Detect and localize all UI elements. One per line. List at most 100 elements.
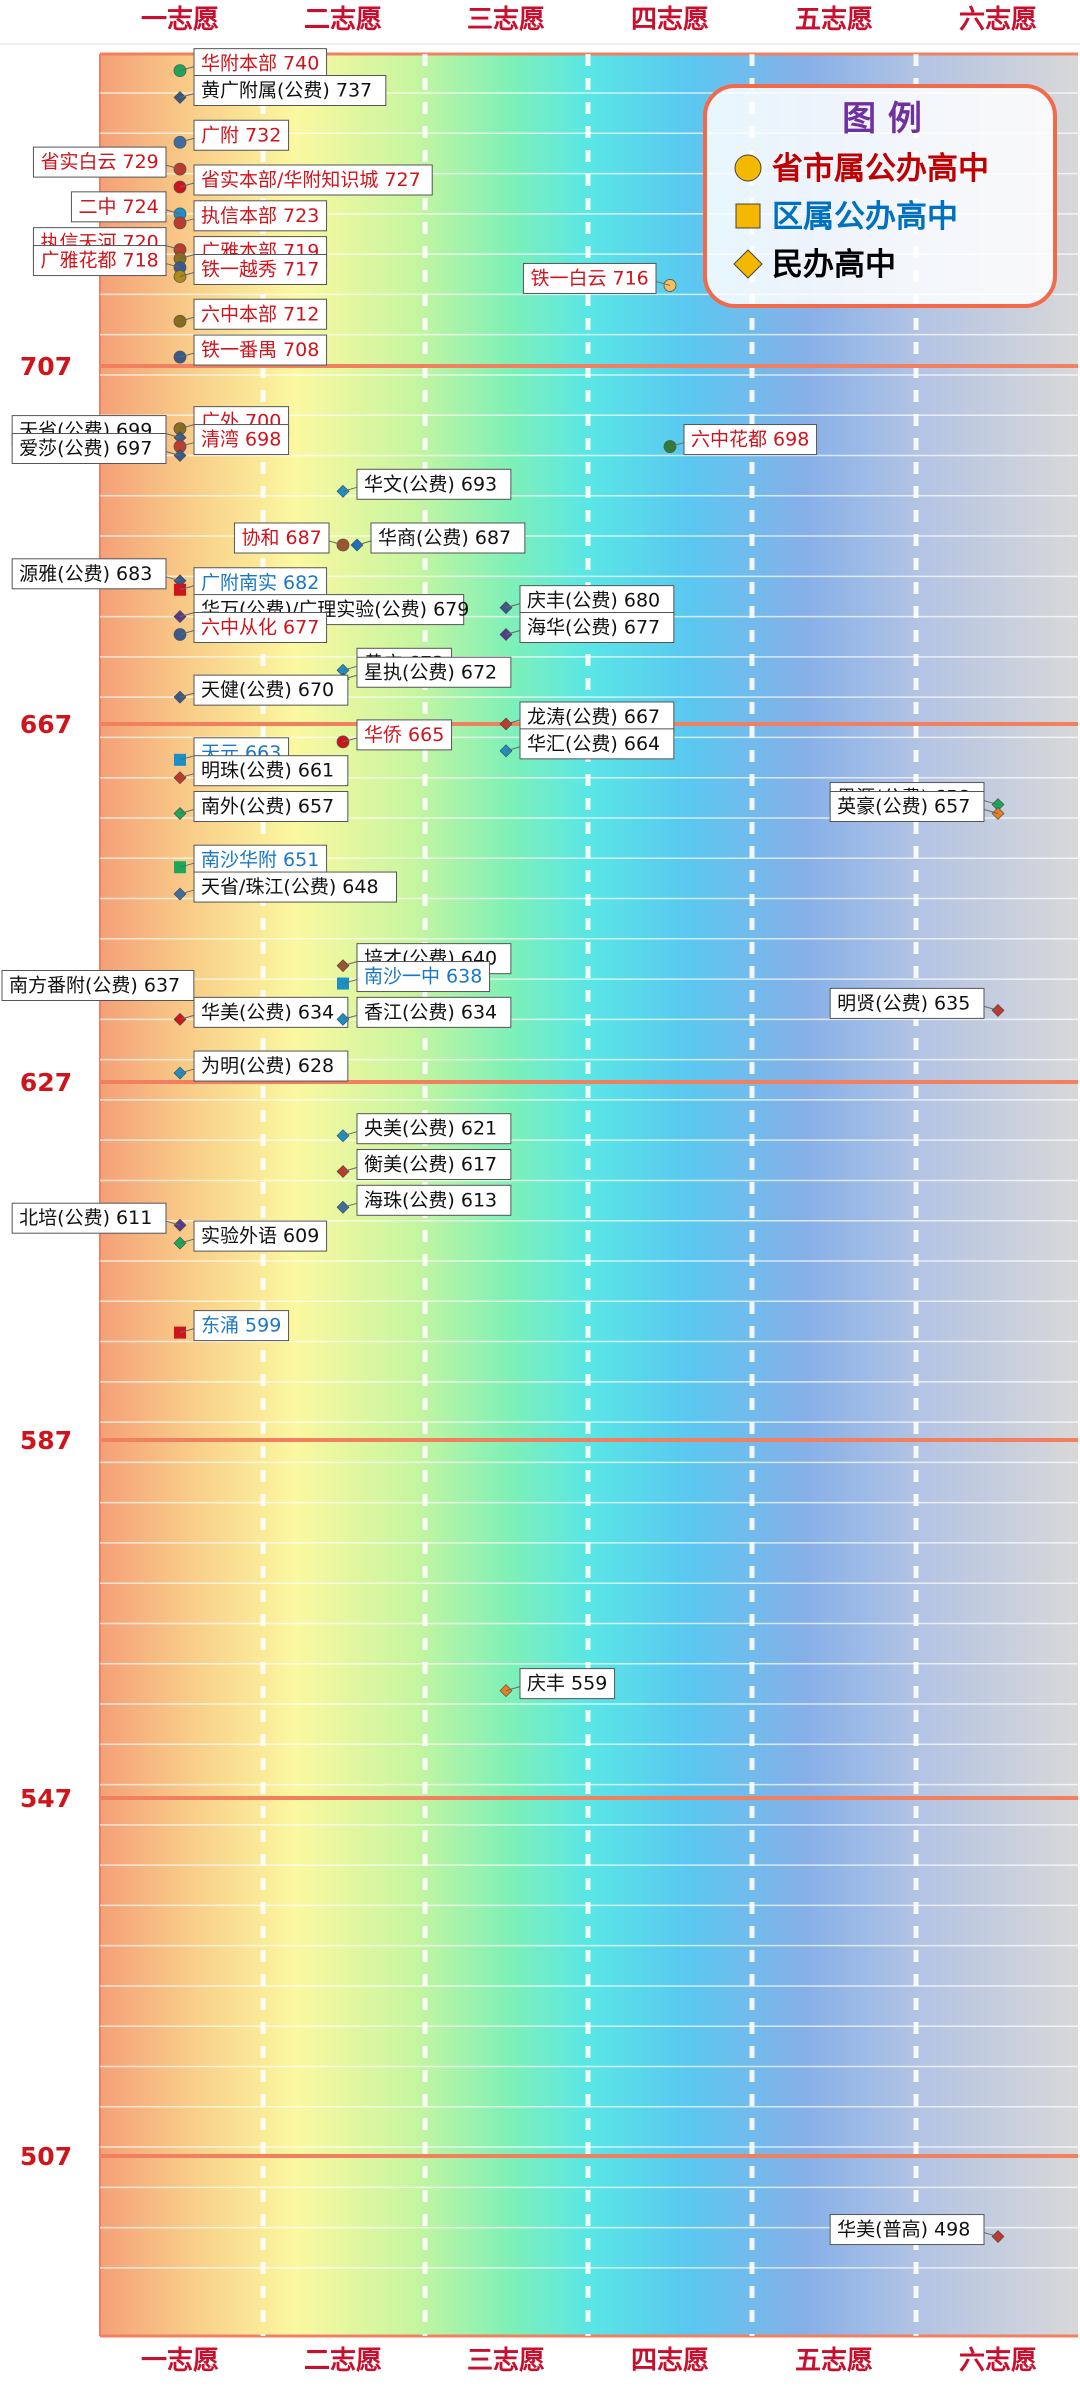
data-point: 龙涛(公费) 667 <box>499 701 675 733</box>
data-point: 广雅花都 718 <box>32 245 187 277</box>
point-label: 衡美(公费) 617 <box>364 1154 497 1176</box>
point-label: 庆丰(公费) 680 <box>527 590 660 612</box>
point-label-box <box>193 119 290 151</box>
data-point: 央美(公费) 621 <box>336 1113 512 1145</box>
point-label-box <box>829 987 985 1019</box>
point-label: 东涌 599 <box>201 1315 281 1337</box>
data-point: 天健(公费) 670 <box>173 674 349 706</box>
column-label-top: 四志愿 <box>631 5 709 35</box>
legend-title: 图 例 <box>842 99 922 139</box>
data-point: 南外(公费) 657 <box>173 791 349 822</box>
data-points: 华附本部 740 黄广附属(公费) 737 广附 732 省实白云 729 省实本部/华… <box>1 48 1005 2246</box>
data-point: 华附本部 740 <box>173 48 328 80</box>
data-point: 执信本部 723 <box>173 200 328 232</box>
data-point: 庆丰 559 <box>499 1668 616 1700</box>
data-point: 六中本部 712 <box>173 298 328 330</box>
point-label: 广附南实 682 <box>201 572 319 594</box>
point-label-box <box>193 1220 328 1252</box>
point-label-box <box>193 164 433 196</box>
point-label: 龙涛(公费) 667 <box>527 706 660 728</box>
column-label-bottom: 四志愿 <box>631 2346 709 2376</box>
column-label-bottom: 二志愿 <box>304 2346 382 2376</box>
point-label-box <box>193 755 349 787</box>
data-point: 衡美(公费) 617 <box>336 1149 512 1180</box>
point-label-box <box>193 48 328 80</box>
point-label-box <box>11 558 167 590</box>
point-label: 广附 732 <box>201 124 281 146</box>
point-label-box <box>193 871 397 903</box>
data-point: 海华(公费) 677 <box>499 612 675 643</box>
legend-square-icon <box>735 203 761 229</box>
data-point: 铁一白云 716 <box>522 262 677 294</box>
point-label-box <box>11 433 167 464</box>
data-point: 华侨 665 <box>336 719 453 751</box>
point-label-box <box>356 961 491 993</box>
point-label: 华美(普高) 498 <box>837 2219 970 2241</box>
point-label: 六中本部 712 <box>201 303 319 325</box>
point-label-box <box>356 996 512 1028</box>
data-point: 东涌 599 <box>174 1310 290 1342</box>
data-point: 南沙华附 651 <box>174 844 328 876</box>
legend-label: 省市属公办高中 <box>772 151 989 187</box>
data-point: 为明(公费) 628 <box>173 1050 349 1082</box>
legend-item: 区属公办高中 <box>735 199 958 235</box>
y-tick-label: 587 <box>20 1426 72 1455</box>
data-point: 铁一越秀 717 <box>173 254 328 285</box>
point-label-box <box>193 1310 290 1342</box>
point-label-box <box>519 585 675 617</box>
point-label-box <box>193 567 328 599</box>
data-point: 源雅(公费) 683 <box>11 558 187 590</box>
point-label: 北培(公费) 611 <box>19 1207 152 1229</box>
legend-label: 民办高中 <box>772 247 896 283</box>
point-label: 庆丰 559 <box>527 1673 607 1695</box>
point-label: 华商(公费) 687 <box>378 527 511 549</box>
legend-item: 省市属公办高中 <box>734 151 989 187</box>
point-label: 为明(公费) 628 <box>201 1055 334 1077</box>
point-label-box <box>193 996 349 1028</box>
data-point: 北培(公费) 611 <box>11 1202 187 1234</box>
point-label: 二中 724 <box>78 196 158 218</box>
point-label: 明贤(公费) 635 <box>837 992 970 1014</box>
point-label: 海华(公费) 677 <box>527 617 660 639</box>
column-label-top: 一志愿 <box>141 5 219 35</box>
column-label-bottom: 六志愿 <box>959 2346 1037 2376</box>
point-label-box <box>193 298 328 330</box>
data-point: 华文(公费) 693 <box>336 468 512 500</box>
data-point: 二中 724 <box>70 191 187 223</box>
column-label-top: 五志愿 <box>795 5 873 35</box>
data-point: 省实本部/华附知识城 727 <box>173 164 433 196</box>
y-tick-label: 667 <box>20 710 72 739</box>
point-label-box <box>522 262 657 294</box>
point-label-box <box>193 1050 349 1082</box>
data-point: 黄广附属(公费) 737 <box>173 75 387 106</box>
column-label-bottom: 三志愿 <box>467 2346 545 2376</box>
legend-diamond-icon <box>733 249 763 279</box>
data-point: 协和 687 <box>233 522 350 554</box>
point-label: 星执(公费) 672 <box>364 661 497 683</box>
column-label-top: 二志愿 <box>304 5 382 35</box>
point-label-box <box>193 612 328 643</box>
point-label: 天省/珠江(公费) 648 <box>201 876 379 898</box>
point-label-box <box>829 791 985 822</box>
point-label-box <box>193 424 290 456</box>
point-label-box <box>829 2214 985 2246</box>
point-label: 香江(公费) 634 <box>364 1001 497 1023</box>
data-point: 天省/珠江(公费) 648 <box>173 871 397 903</box>
point-label: 省实白云 729 <box>40 151 158 173</box>
point-label: 协和 687 <box>241 527 321 549</box>
point-label-box <box>11 1202 167 1234</box>
point-label: 华附本部 740 <box>201 53 319 75</box>
point-label: 央美(公费) 621 <box>364 1118 497 1140</box>
point-label-box <box>356 1149 512 1180</box>
point-label: 六中从化 677 <box>201 617 319 639</box>
data-point: 华商(公费) 687 <box>350 522 526 554</box>
point-label-box <box>70 191 167 223</box>
point-label-box <box>193 844 328 876</box>
y-tick-labels: 707 667 627 587 547 507 <box>20 352 72 2171</box>
point-label-box <box>233 522 330 554</box>
legend-box <box>703 84 1057 308</box>
y-tick-label: 627 <box>20 1068 72 1097</box>
point-label-box <box>370 522 526 554</box>
